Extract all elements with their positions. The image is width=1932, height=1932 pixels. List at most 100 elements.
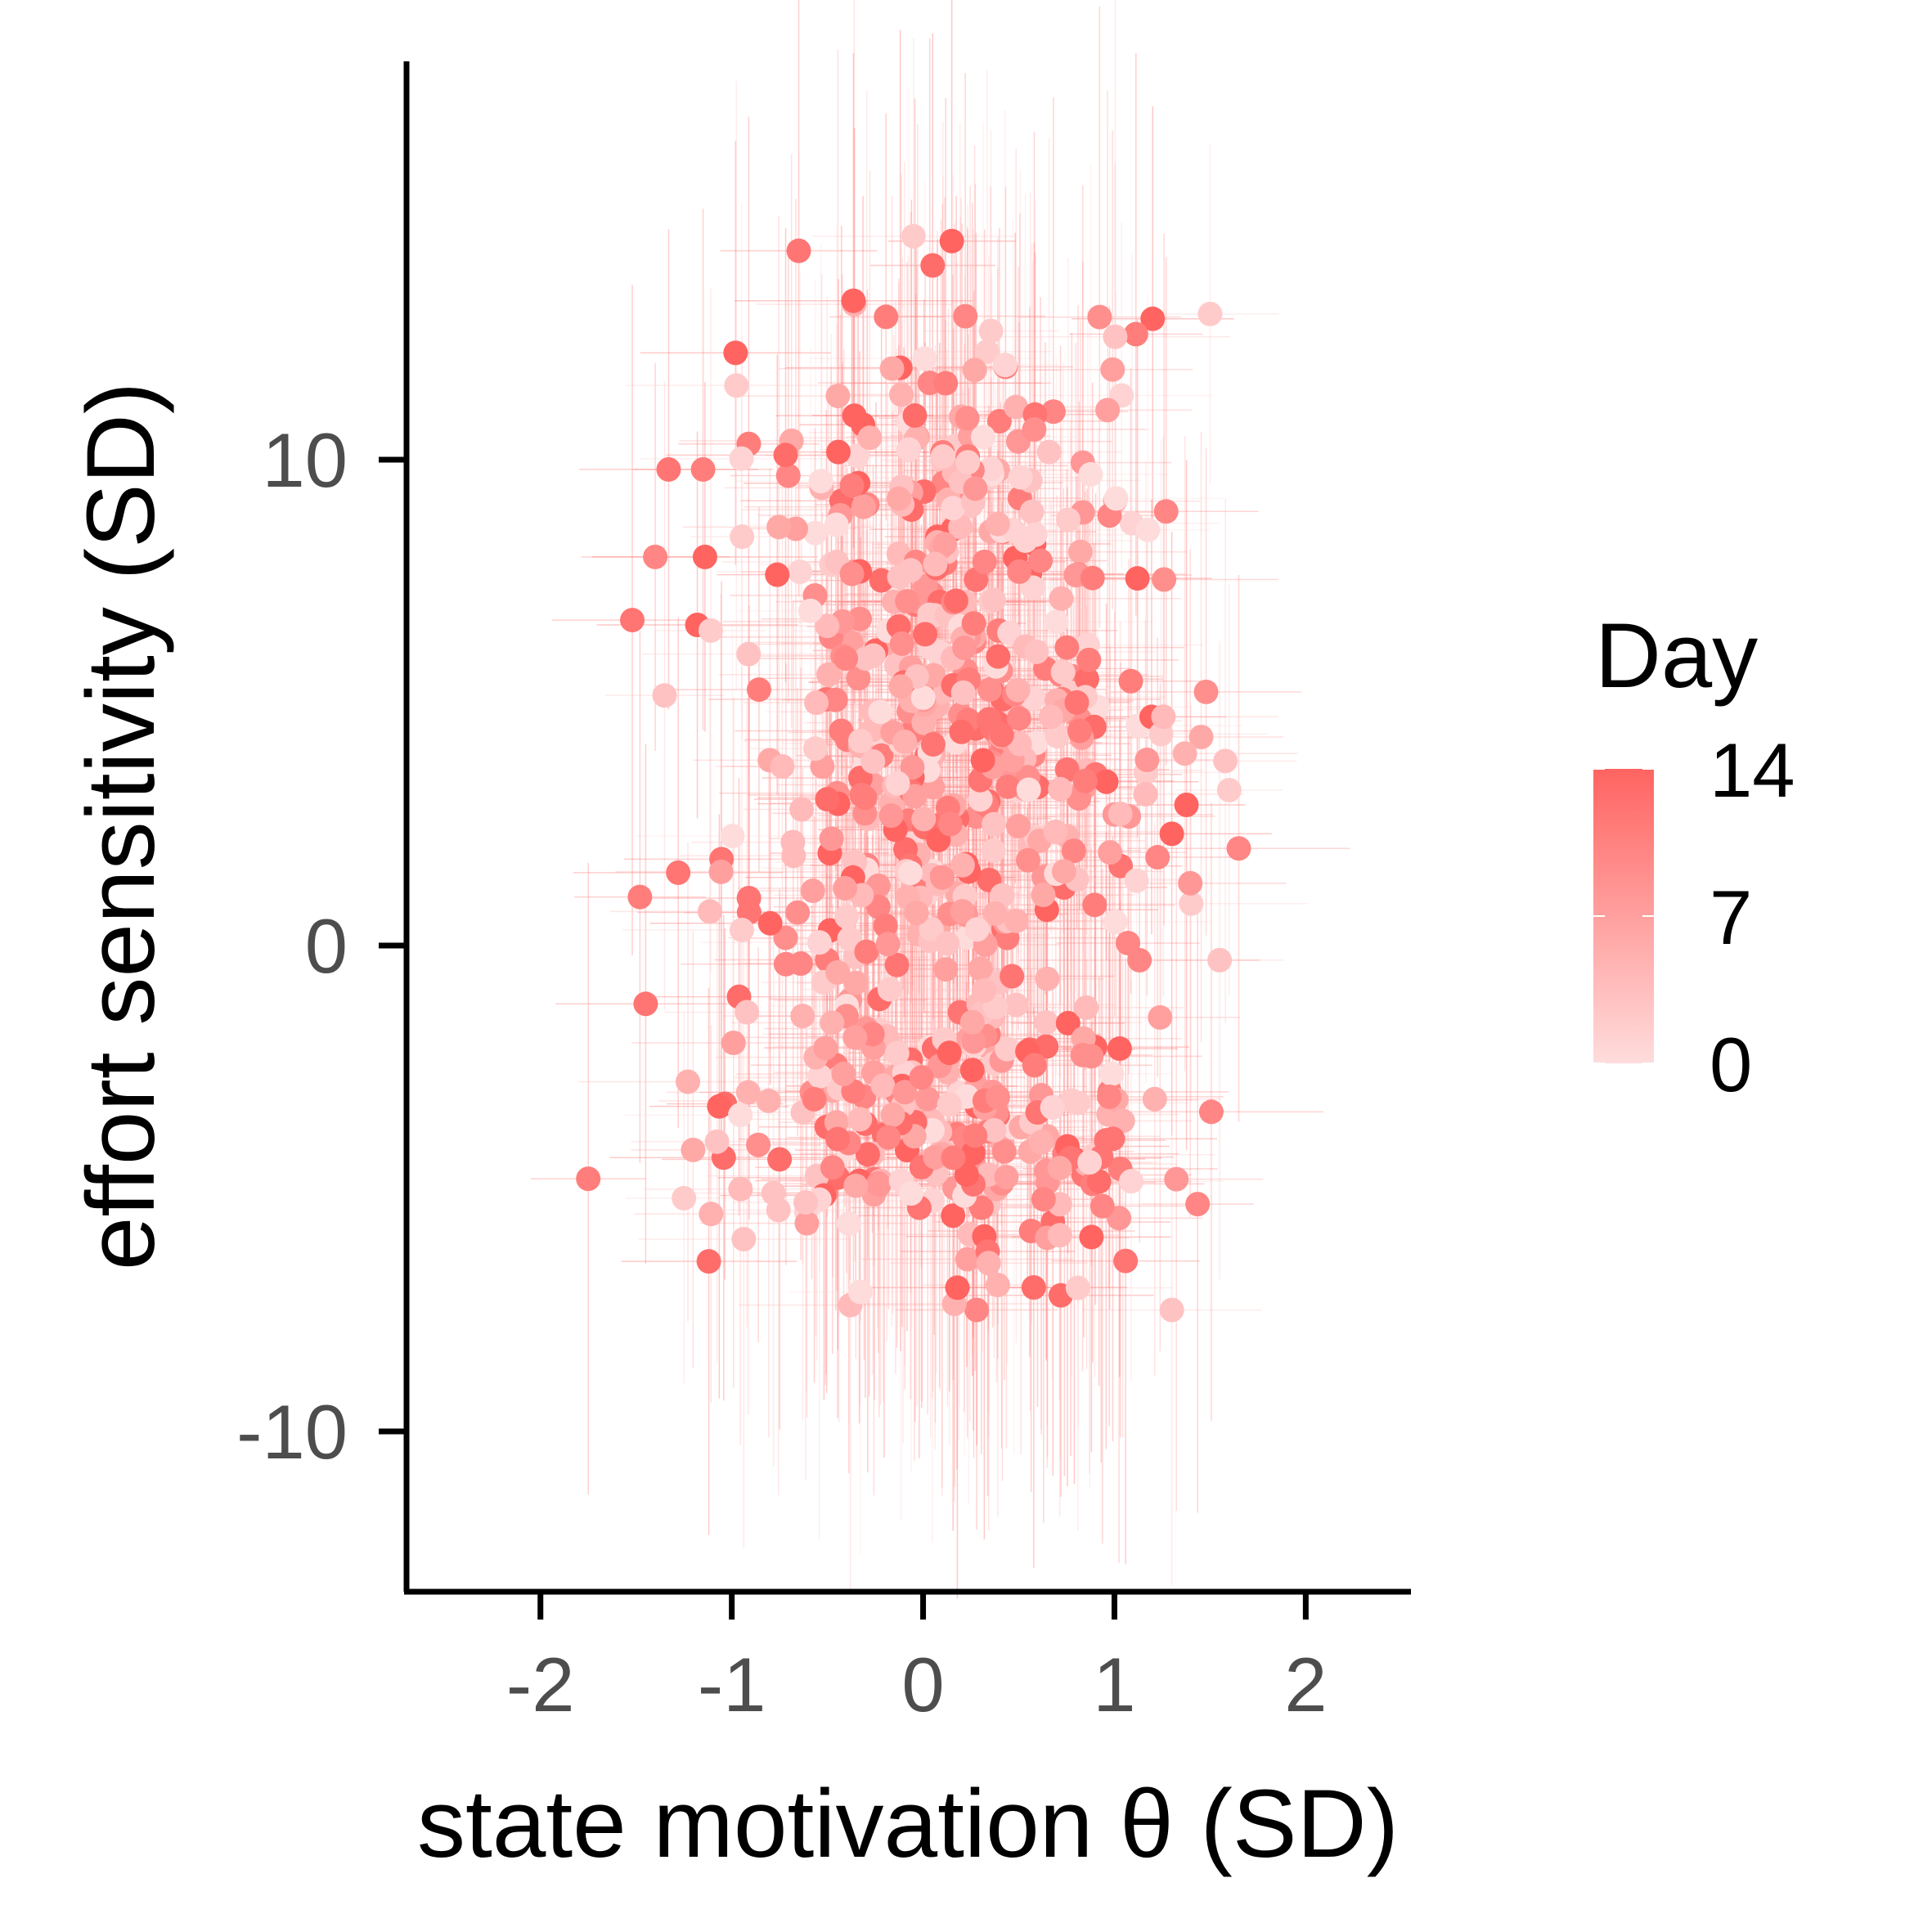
data-point	[854, 939, 879, 964]
y-axis-ticks: -10 0 10	[236, 417, 407, 1475]
data-point	[802, 1086, 827, 1112]
data-point	[813, 1036, 838, 1061]
data-point	[943, 588, 968, 613]
data-point	[1086, 1169, 1112, 1194]
data-point	[964, 917, 990, 942]
data-point	[868, 699, 893, 725]
data-points	[576, 223, 1251, 1323]
data-point	[892, 1080, 918, 1105]
data-point	[720, 824, 745, 849]
data-point	[955, 1247, 980, 1272]
data-point	[940, 496, 965, 521]
data-point	[875, 932, 901, 957]
data-point	[704, 1129, 730, 1154]
data-point	[831, 1062, 856, 1087]
data-point	[900, 755, 925, 780]
data-point	[756, 1088, 781, 1113]
data-point	[847, 1107, 873, 1132]
data-point	[1207, 947, 1233, 973]
x-tick-label: -2	[506, 1642, 575, 1728]
data-point	[729, 918, 754, 943]
data-point	[866, 1172, 892, 1197]
data-point	[1087, 304, 1112, 330]
data-point	[909, 1065, 934, 1090]
data-point	[1097, 1084, 1122, 1109]
data-point	[1213, 748, 1238, 774]
data-point	[992, 353, 1018, 378]
data-point	[736, 641, 762, 667]
data-point	[800, 878, 825, 904]
data-point	[985, 1085, 1010, 1110]
data-point	[1107, 1036, 1132, 1062]
data-point	[819, 826, 844, 851]
data-point	[1067, 718, 1093, 744]
data-point	[1016, 777, 1041, 802]
data-point	[825, 959, 851, 985]
data-point	[968, 787, 993, 812]
data-point	[1044, 609, 1069, 635]
data-point	[1022, 416, 1047, 442]
data-point	[1103, 909, 1128, 934]
data-point	[1049, 586, 1074, 611]
data-point	[823, 687, 848, 712]
data-point	[870, 1073, 896, 1099]
data-point	[877, 977, 902, 1002]
data-point	[985, 1272, 1010, 1297]
data-point	[961, 611, 986, 636]
data-point	[735, 1000, 760, 1025]
data-point	[941, 1145, 966, 1170]
data-point	[1226, 836, 1251, 861]
data-point	[932, 532, 958, 557]
data-point	[820, 1010, 845, 1036]
data-point	[1006, 706, 1031, 731]
data-point	[978, 456, 1004, 482]
data-point	[728, 1103, 753, 1128]
data-point	[728, 1176, 753, 1202]
data-point	[968, 1195, 994, 1220]
legend-tick-label: 14	[1710, 727, 1795, 813]
data-point	[1193, 679, 1219, 704]
data-point	[846, 666, 871, 691]
data-point	[911, 710, 937, 735]
data-point	[1179, 891, 1204, 916]
data-point	[1103, 324, 1128, 349]
data-point	[1043, 819, 1068, 844]
data-point	[1036, 439, 1062, 465]
data-point	[895, 589, 920, 614]
data-point	[937, 1040, 962, 1066]
data-point	[1004, 992, 1029, 1018]
data-point	[972, 549, 997, 574]
data-point	[986, 409, 1012, 434]
data-point	[888, 382, 914, 407]
data-point	[959, 1058, 985, 1083]
x-tick-label: 2	[1284, 1642, 1327, 1728]
data-point	[910, 685, 936, 710]
data-point	[950, 899, 975, 924]
data-point	[824, 512, 849, 537]
data-point	[1038, 704, 1063, 730]
data-point	[904, 901, 929, 926]
data-point	[1151, 704, 1176, 730]
data-point	[1077, 1149, 1103, 1175]
data-point	[1118, 668, 1143, 694]
data-point	[898, 558, 923, 583]
data-point	[1054, 635, 1080, 660]
data-point	[1185, 1192, 1211, 1217]
data-point	[808, 469, 833, 494]
data-point	[1134, 748, 1160, 773]
data-point	[1000, 964, 1025, 989]
data-point	[1055, 1010, 1081, 1036]
data-point	[730, 524, 755, 550]
data-point	[1197, 301, 1223, 326]
data-point	[627, 884, 653, 910]
data-point	[766, 1197, 791, 1223]
data-point	[1110, 1108, 1135, 1134]
data-point	[970, 748, 995, 773]
data-point	[1133, 782, 1158, 807]
data-point	[1055, 507, 1081, 532]
data-point	[1040, 1095, 1065, 1121]
data-point	[953, 303, 978, 329]
data-point	[997, 620, 1022, 645]
data-point	[933, 957, 959, 982]
data-point	[948, 514, 973, 540]
